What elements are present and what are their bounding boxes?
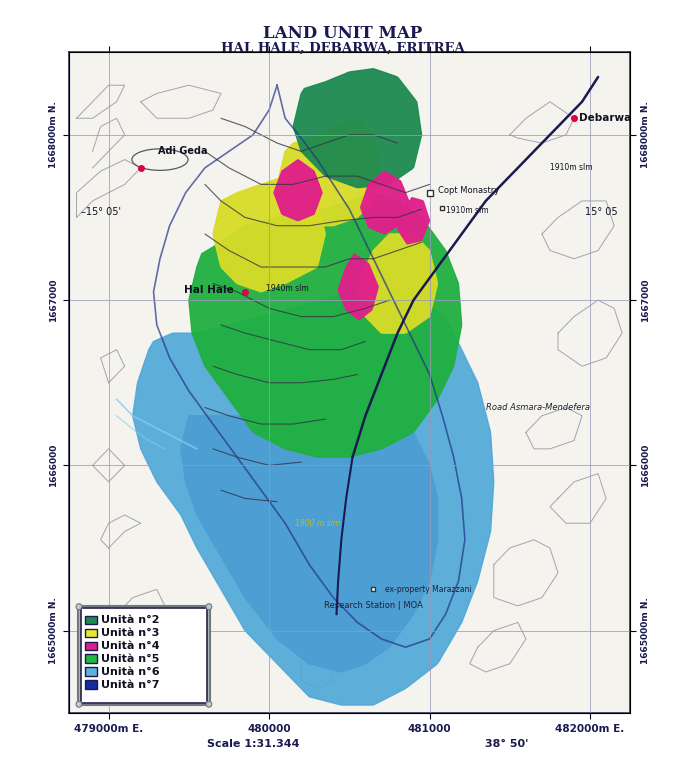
Text: 38° 50': 38° 50' [485, 739, 529, 749]
Text: Road Asmara-Mendefera: Road Asmara-Mendefera [486, 403, 590, 412]
Polygon shape [181, 400, 438, 672]
Polygon shape [293, 69, 421, 188]
Text: 1940m slm: 1940m slm [266, 284, 309, 293]
Polygon shape [274, 160, 322, 221]
Text: Research Station | MOA: Research Station | MOA [324, 601, 423, 611]
Text: –15° 05': –15° 05' [82, 208, 121, 218]
Circle shape [206, 701, 212, 707]
Text: Unità n°4: Unità n°4 [101, 641, 160, 651]
Bar [86, 641, 97, 650]
Bar [86, 616, 97, 624]
Polygon shape [133, 291, 494, 705]
Text: 1900 m slm: 1900 m slm [295, 518, 340, 528]
Text: Hal Hale: Hal Hale [184, 285, 234, 295]
Text: Unità n°7: Unità n°7 [101, 680, 160, 690]
Text: Debarwa: Debarwa [579, 114, 631, 123]
Text: 1910m slm: 1910m slm [446, 206, 488, 215]
Text: Unità n°3: Unità n°3 [101, 628, 160, 638]
Text: Copt Monastry: Copt Monastry [438, 186, 499, 196]
Polygon shape [358, 234, 437, 333]
Text: 15° 05: 15° 05 [585, 208, 617, 218]
Text: Unità n°5: Unità n°5 [101, 653, 160, 663]
Circle shape [76, 701, 82, 707]
Text: Scale 1:31.344: Scale 1:31.344 [207, 739, 300, 749]
Polygon shape [213, 176, 325, 291]
Bar [86, 667, 97, 676]
FancyBboxPatch shape [78, 606, 210, 705]
Bar [86, 654, 97, 663]
Circle shape [76, 604, 82, 610]
Text: HAL HALE, DEBARWA, ERITREA: HAL HALE, DEBARWA, ERITREA [221, 41, 464, 54]
FancyBboxPatch shape [81, 608, 208, 703]
Text: LAND UNIT MAP: LAND UNIT MAP [263, 25, 422, 42]
Text: 1910m slm: 1910m slm [550, 163, 593, 173]
Polygon shape [361, 172, 409, 234]
Polygon shape [338, 254, 378, 320]
Bar [86, 680, 97, 689]
Bar [86, 629, 97, 637]
Polygon shape [397, 198, 429, 244]
Circle shape [206, 604, 212, 610]
Polygon shape [277, 118, 381, 225]
Text: ex-property Marazzani: ex-property Marazzani [385, 585, 471, 594]
Polygon shape [189, 193, 462, 457]
Text: Adi Geda: Adi Geda [158, 146, 207, 156]
Text: Unità n°2: Unità n°2 [101, 615, 160, 625]
Text: Unità n°6: Unità n°6 [101, 667, 160, 676]
